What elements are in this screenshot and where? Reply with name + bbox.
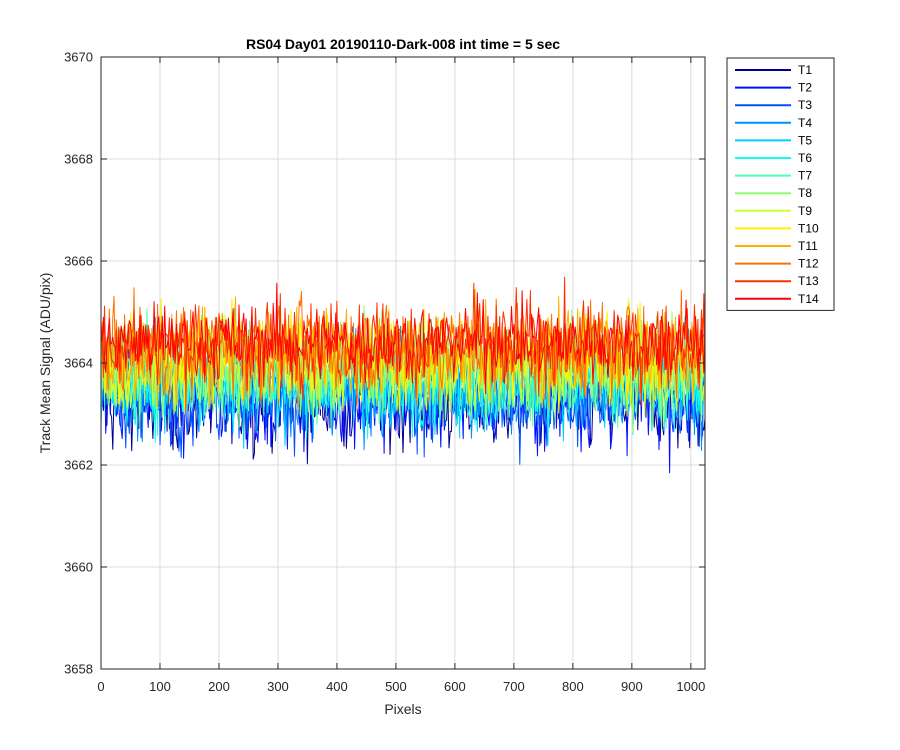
legend-label: T10 — [798, 221, 819, 235]
series-layer — [100, 276, 706, 474]
legend-label: T11 — [798, 239, 818, 253]
legend-label: T3 — [798, 98, 812, 112]
y-tick-label: 3666 — [64, 254, 93, 269]
x-tick-label: 200 — [208, 679, 230, 694]
y-tick-label: 3662 — [64, 458, 93, 473]
legend-label: T5 — [798, 133, 812, 147]
x-tick-label: 0 — [97, 679, 104, 694]
axis-ticks: 0 100 200 300 400 500 600 700 800 900 1000 3658 3660… — [64, 50, 705, 695]
legend-box — [726, 57, 835, 311]
y-axis-label: Track Mean Signal (ADU/pix) — [37, 273, 53, 454]
x-tick-label: 900 — [621, 679, 643, 694]
x-tick-label: 600 — [444, 679, 466, 694]
x-tick-label: 700 — [503, 679, 525, 694]
legend-label: T2 — [798, 81, 812, 95]
x-tick-label: 800 — [562, 679, 584, 694]
legend-label: T13 — [798, 274, 819, 288]
y-tick-label: 3660 — [64, 560, 93, 575]
x-tick-label: 500 — [385, 679, 407, 694]
x-tick-label: 100 — [149, 679, 171, 694]
chart-title: RS04 Day01 20190110-Dark-008 int time = … — [246, 36, 560, 52]
legend-label: T9 — [798, 204, 812, 218]
legend-label: T7 — [798, 169, 812, 183]
legend-label: T6 — [798, 151, 812, 165]
y-tick-label: 3664 — [64, 356, 93, 371]
legend-label: T1 — [798, 63, 812, 77]
x-axis-label: Pixels — [384, 701, 421, 717]
y-tick-label: 3658 — [64, 662, 93, 677]
x-tick-label: 400 — [326, 679, 348, 694]
legend-label: T8 — [798, 186, 812, 200]
y-tick-label: 3668 — [64, 152, 93, 167]
legend-label: T12 — [798, 257, 819, 271]
legend-label: T4 — [798, 116, 812, 130]
series-line-t14 — [100, 282, 706, 395]
legend-label: T14 — [798, 292, 819, 306]
x-tick-label: 1000 — [676, 679, 705, 694]
x-tick-label: 300 — [267, 679, 289, 694]
legend: T1 T2 T3 T4 T5 T6 T7 T8 T9 T10 T11 T12 T13 T14 — [726, 57, 835, 311]
y-tick-label: 3670 — [64, 50, 93, 65]
